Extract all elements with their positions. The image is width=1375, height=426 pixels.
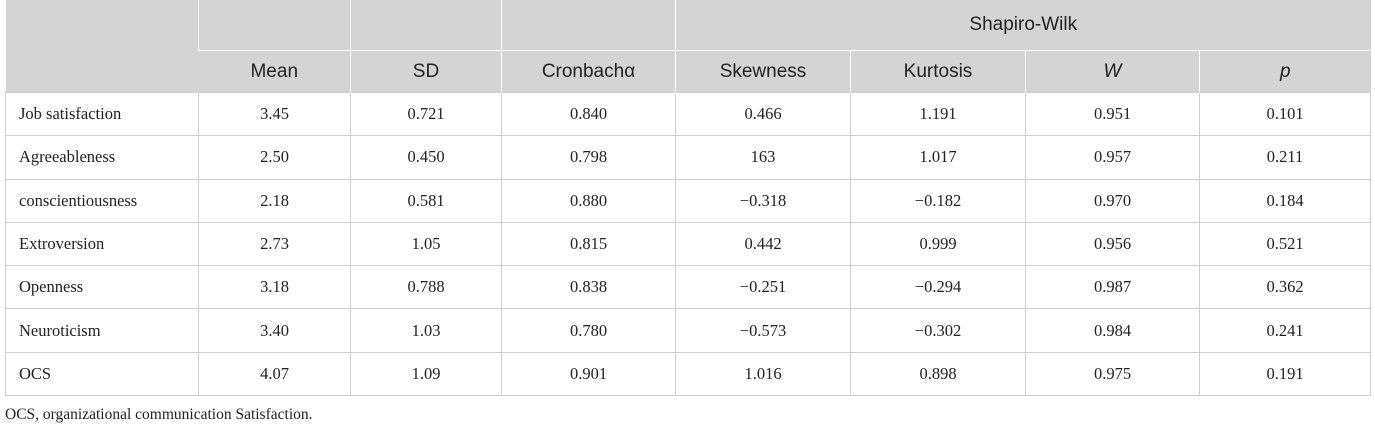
- cell-skewness: −0.318: [675, 178, 851, 223]
- header-mean: Mean: [198, 50, 351, 93]
- cell-p: 0.241: [1198, 308, 1372, 353]
- header-spacer: [350, 0, 502, 51]
- table-row: conscientiousness 2.18 0.581 0.880 −0.31…: [5, 178, 1372, 223]
- header-cronbach-alpha: Cronbachα: [501, 50, 676, 93]
- row-label: Neuroticism: [5, 308, 199, 353]
- cell-sd: 0.721: [350, 91, 502, 137]
- cell-cronbach: 0.880: [501, 178, 676, 223]
- cell-p: 0.191: [1198, 351, 1372, 397]
- cell-kurtosis: 1.017: [850, 135, 1026, 180]
- row-label: OCS: [5, 351, 199, 397]
- cell-skewness: −0.251: [675, 265, 851, 310]
- cell-kurtosis: −0.182: [850, 178, 1026, 223]
- row-label: Agreeableness: [5, 135, 199, 180]
- cell-w: 0.975: [1025, 351, 1200, 397]
- cell-w: 0.987: [1025, 265, 1200, 310]
- header-spacer: [501, 0, 676, 51]
- cell-mean: 3.18: [198, 265, 351, 310]
- cell-sd: 0.788: [350, 265, 502, 310]
- cell-kurtosis: −0.302: [850, 308, 1026, 353]
- cell-sd: 0.450: [350, 135, 502, 180]
- cell-skewness: 0.442: [675, 221, 851, 267]
- cell-skewness: 0.466: [675, 91, 851, 137]
- cell-kurtosis: 0.999: [850, 221, 1026, 267]
- table-header: Shapiro-Wilk Mean SD Cronbachα Skewness …: [5, 0, 1371, 93]
- cell-mean: 2.18: [198, 178, 351, 223]
- table-row: Neuroticism 3.40 1.03 0.780 −0.573 −0.30…: [5, 308, 1372, 353]
- table-row: Openness 3.18 0.788 0.838 −0.251 −0.294 …: [5, 265, 1372, 310]
- cell-skewness: 163: [675, 135, 851, 180]
- header-kurtosis: Kurtosis: [850, 50, 1026, 93]
- cell-cronbach: 0.901: [501, 351, 676, 397]
- table-footnote: OCS, organizational communication Satisf…: [5, 406, 313, 424]
- table-row: Agreeableness 2.50 0.450 0.798 163 1.017…: [5, 135, 1372, 180]
- cell-cronbach: 0.780: [501, 308, 676, 353]
- cell-sd: 1.09: [350, 351, 502, 397]
- table-body: Job satisfaction 3.45 0.721 0.840 0.466 …: [5, 91, 1372, 397]
- cell-w: 0.957: [1025, 135, 1200, 180]
- cell-p: 0.211: [1198, 135, 1372, 180]
- header-spacer: [198, 0, 351, 51]
- cell-sd: 1.03: [350, 308, 502, 353]
- cell-cronbach: 0.838: [501, 265, 676, 310]
- header-p: p: [1198, 50, 1371, 93]
- cell-kurtosis: 0.898: [850, 351, 1026, 397]
- stats-table: Shapiro-Wilk Mean SD Cronbachα Skewness …: [5, 0, 1372, 397]
- row-label: conscientiousness: [5, 178, 199, 223]
- row-label: Job satisfaction: [5, 91, 199, 137]
- cell-mean: 4.07: [198, 351, 351, 397]
- cell-w: 0.951: [1025, 91, 1200, 137]
- header-sd: SD: [350, 50, 502, 93]
- cell-mean: 3.40: [198, 308, 351, 353]
- cell-skewness: −0.573: [675, 308, 851, 353]
- cell-w: 0.956: [1025, 221, 1200, 267]
- cell-mean: 2.73: [198, 221, 351, 267]
- cell-skewness: 1.016: [675, 351, 851, 397]
- cell-kurtosis: −0.294: [850, 265, 1026, 310]
- cell-p: 0.101: [1198, 91, 1372, 137]
- cell-mean: 2.50: [198, 135, 351, 180]
- cell-p: 0.184: [1198, 178, 1372, 223]
- cell-mean: 3.45: [198, 91, 351, 137]
- row-label: Openness: [5, 265, 199, 310]
- cell-p: 0.521: [1198, 221, 1372, 267]
- table-row: Job satisfaction 3.45 0.721 0.840 0.466 …: [5, 91, 1372, 137]
- cell-w: 0.984: [1025, 308, 1200, 353]
- header-blank: [5, 0, 199, 93]
- cell-cronbach: 0.815: [501, 221, 676, 267]
- cell-w: 0.970: [1025, 178, 1200, 223]
- cell-sd: 1.05: [350, 221, 502, 267]
- cell-cronbach: 0.840: [501, 91, 676, 137]
- table-row: Extroversion 2.73 1.05 0.815 0.442 0.999…: [5, 221, 1372, 267]
- cell-sd: 0.581: [350, 178, 502, 223]
- header-skewness: Skewness: [675, 50, 851, 93]
- row-label: Extroversion: [5, 221, 199, 267]
- table-row: OCS 4.07 1.09 0.901 1.016 0.898 0.975 0.…: [5, 351, 1372, 397]
- header-shapiro-wilk: Shapiro-Wilk: [674, 0, 1371, 51]
- cell-kurtosis: 1.191: [850, 91, 1026, 137]
- header-w: W: [1025, 50, 1200, 93]
- cell-cronbach: 0.798: [501, 135, 676, 180]
- cell-p: 0.362: [1198, 265, 1372, 310]
